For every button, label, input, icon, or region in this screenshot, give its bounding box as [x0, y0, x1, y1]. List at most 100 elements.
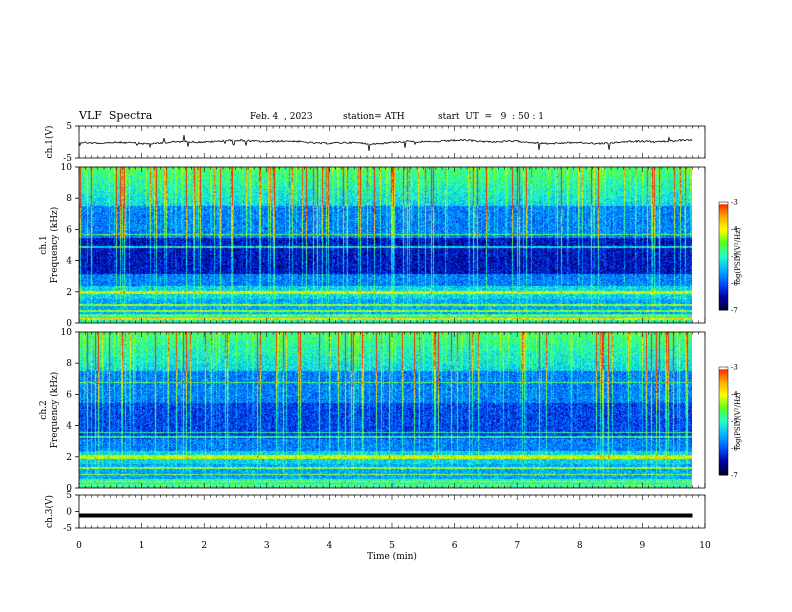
- ch3-tick-label: 0: [66, 508, 72, 518]
- ch1-colorbar-swatch: [719, 218, 728, 221]
- ch2-colorbar-swatch: [719, 419, 728, 422]
- x-tick-label: 6: [452, 541, 458, 551]
- ch2-colorbar-swatch: [719, 381, 728, 384]
- ch1-tick-label: 10: [61, 163, 73, 173]
- ch2-colorbar-swatch: [719, 390, 728, 393]
- ch2-colorbar-tick: -3: [731, 364, 738, 372]
- ch2-colorbar-tick: -6: [731, 445, 738, 453]
- ch1-tick-label: 4: [66, 257, 72, 267]
- ch1-colorbar-swatch: [719, 284, 728, 288]
- ch2-tick-label: 0: [66, 484, 72, 494]
- ch1-colorbar-swatch: [719, 205, 728, 208]
- ch1-colorbar-swatch: [719, 254, 728, 257]
- ch1-colorbar-swatch: [719, 212, 728, 216]
- ch1-spectrogram-image: [79, 167, 692, 323]
- ch2-colorbar-swatch: [719, 421, 728, 424]
- ch2-colorbar-swatch: [719, 370, 728, 373]
- ch2-colorbar-label: log(PSD)(V²/Hz): [734, 392, 742, 449]
- ch2-colorbar-swatch: [719, 388, 728, 391]
- ch2-colorbar-swatch: [719, 401, 728, 404]
- ch2-tick-label: 10: [61, 328, 73, 338]
- ch3-tick-label: -5: [63, 524, 72, 534]
- ch2-colorbar-swatch: [719, 439, 728, 442]
- ch1-colorbar-swatch: [719, 203, 728, 207]
- ch1-colorbar-swatch: [719, 256, 728, 259]
- ch2-colorbar-swatch: [719, 413, 728, 417]
- ch2-colorbar-swatch: [719, 442, 728, 445]
- ch1-colorbar-swatch: [719, 214, 728, 217]
- ch1-colorbar-swatch: [719, 225, 728, 228]
- ch2-colorbar-swatch: [719, 395, 728, 399]
- ch2-colorbar-swatch: [719, 460, 728, 463]
- ch1-colorbar-swatch: [719, 272, 728, 275]
- ch1-ylabel: ch.1(V): [44, 126, 55, 159]
- ch2-colorbar-swatch: [719, 435, 728, 438]
- ch3-tick-label: 5: [66, 491, 72, 501]
- ch1-colorbar-swatch: [719, 301, 728, 304]
- ch1-colorbar-swatch: [719, 238, 728, 241]
- ch1-colorbar-swatch: [719, 275, 728, 279]
- ch1-colorbar-swatch: [719, 290, 728, 293]
- ch2-colorbar-swatch: [719, 437, 728, 440]
- ch1-colorbar-swatch: [719, 295, 728, 298]
- ch1-colorbar-swatch: [719, 243, 728, 246]
- ch1-tick-label: 6: [66, 225, 72, 235]
- ch1-colorbar-swatch: [719, 292, 728, 295]
- ch2-colorbar-swatch: [719, 431, 728, 435]
- ch2-colorbar-tick: -4: [731, 391, 738, 399]
- ch1-colorbar-swatch: [719, 202, 728, 205]
- ch1-colorbar-swatch: [719, 279, 728, 282]
- ch2-colorbar-swatch: [719, 379, 728, 382]
- ch1-colorbar-swatch: [719, 277, 728, 280]
- ch1-colorbar-tick: -5: [731, 253, 738, 261]
- ch1-colorbar-swatch: [719, 227, 728, 230]
- ch1-colorbar-swatch: [719, 239, 728, 243]
- ch2-colorbar-swatch: [719, 404, 728, 408]
- ch1-tick-label: 0: [66, 319, 72, 329]
- ch2-colorbar-swatch: [719, 451, 728, 454]
- x-axis-label: Time (min): [367, 551, 417, 562]
- ch2-colorbar-swatch: [719, 428, 728, 431]
- ch2-tick-label: 8: [66, 359, 72, 369]
- ch2-colorbar-swatch: [719, 397, 728, 400]
- ch1-colorbar-swatch: [719, 281, 728, 284]
- ch1-colorbar-swatch: [719, 230, 728, 234]
- ch2-colorbar-swatch: [719, 462, 728, 465]
- ch2-colorbar-swatch: [719, 453, 728, 456]
- ch2-colorbar-swatch: [719, 386, 728, 390]
- ch2-colorbar-swatch: [719, 415, 728, 418]
- ch1-colorbar-swatch: [719, 250, 728, 253]
- ch1-colorbar-swatch: [719, 223, 728, 226]
- ch1-colorbar-tick: -3: [731, 199, 738, 207]
- ch1-colorbar-swatch: [719, 299, 728, 302]
- ch2-colorbar-swatch: [719, 383, 728, 386]
- ch1-colorbar-swatch: [719, 232, 728, 235]
- ch2-colorbar-swatch: [719, 403, 728, 406]
- ch1-trace: [78, 134, 693, 151]
- ch1-colorbar-tick: -4: [731, 226, 738, 234]
- ch1-colorbar-swatch: [719, 257, 728, 261]
- ch1-colorbar-swatch: [719, 245, 728, 248]
- ch2-colorbar-swatch: [719, 417, 728, 420]
- x-tick-label: 4: [327, 541, 333, 551]
- ch2-ylabel-freq: Frequency (kHz): [49, 372, 60, 449]
- ch1-tick-label: -5: [63, 154, 72, 164]
- ch1-colorbar-swatch: [719, 220, 728, 223]
- ch2-tick-label: 6: [66, 390, 72, 400]
- ch1-colorbar-swatch: [719, 241, 728, 244]
- ch1-colorbar-frame: [718, 201, 729, 311]
- ch2-colorbar-swatch: [719, 448, 728, 451]
- ch2-colorbar-swatch: [719, 444, 728, 447]
- ch2-colorbar-swatch: [719, 440, 728, 444]
- ch1-colorbar-swatch: [719, 304, 728, 307]
- x-tick-label: 7: [514, 541, 520, 551]
- ch1-colorbar-swatch: [719, 266, 728, 270]
- ch1-colorbar-swatch: [719, 221, 728, 225]
- ch2-colorbar-swatch: [719, 469, 728, 472]
- ch2-colorbar-swatch: [719, 426, 728, 429]
- ch1-colorbar-swatch: [719, 274, 728, 277]
- x-tick-label: 2: [201, 541, 207, 551]
- ch1-colorbar-swatch: [719, 286, 728, 289]
- ch1-colorbar-swatch: [719, 263, 728, 266]
